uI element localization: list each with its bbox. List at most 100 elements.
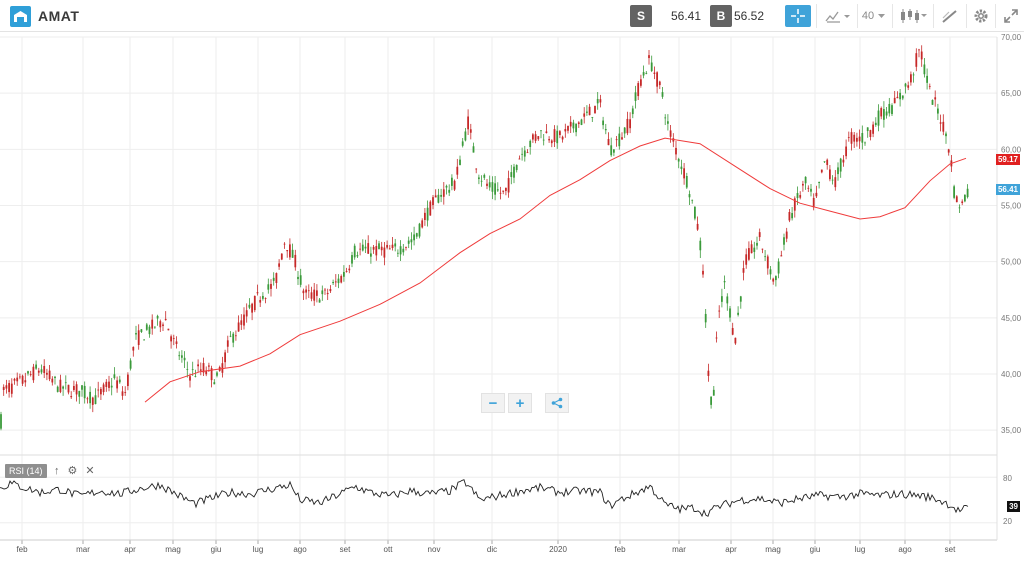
candle-body xyxy=(548,139,550,141)
candle-body xyxy=(305,289,307,293)
candle-body xyxy=(664,117,667,119)
chevron-down-icon xyxy=(878,14,886,18)
candle-body xyxy=(8,383,10,393)
y-tick-label: 55,00 xyxy=(1001,201,1022,210)
candle-body xyxy=(896,96,899,99)
chart-type-button[interactable] xyxy=(897,5,929,27)
candle-body xyxy=(37,370,40,373)
share-icon xyxy=(551,397,563,409)
candle-body xyxy=(537,136,540,140)
candle-body xyxy=(847,137,850,138)
zoom-out-button[interactable]: − xyxy=(481,393,505,413)
candle-body xyxy=(599,99,602,103)
share-button[interactable] xyxy=(545,393,569,413)
candle-body xyxy=(864,142,866,144)
candle-body xyxy=(702,270,704,275)
candle-body xyxy=(629,119,631,129)
candle-body xyxy=(413,234,415,241)
zoom-in-button[interactable]: + xyxy=(508,393,532,413)
candle-body xyxy=(321,290,324,295)
candle-body xyxy=(51,378,54,383)
candle-body xyxy=(226,340,229,347)
candle-body xyxy=(351,255,353,264)
candle-body xyxy=(372,246,375,250)
price-chart[interactable]: 70,00 65,00 60,00 55,00 50,00 45,00 40,00 35,00… xyxy=(0,32,1024,561)
arrow-up-icon[interactable]: ↑ xyxy=(54,465,60,477)
candle-body xyxy=(59,379,62,392)
candle-body xyxy=(788,212,791,221)
candle-body xyxy=(583,113,586,117)
x-tick-label: mag xyxy=(165,545,181,554)
expand-button[interactable] xyxy=(1000,5,1022,27)
candle-body xyxy=(67,384,70,393)
candle-body xyxy=(13,378,16,381)
candle-body xyxy=(100,388,102,395)
candlestick-icon xyxy=(901,9,927,23)
y-tick-label: 65,00 xyxy=(1001,89,1022,98)
candle-body xyxy=(726,296,729,304)
crosshair-button[interactable] xyxy=(785,5,811,27)
candle-body xyxy=(162,324,164,326)
candle-body xyxy=(407,240,410,244)
y-tick-label: 60,00 xyxy=(1001,145,1022,154)
candle-body xyxy=(118,379,121,383)
candle-body xyxy=(783,237,785,245)
candle-body xyxy=(35,364,37,369)
candle-body xyxy=(73,386,75,390)
x-tick-label: giu xyxy=(810,545,821,554)
rsi-indicator-label[interactable]: RSI (14) xyxy=(5,464,47,478)
candle-body xyxy=(615,139,618,141)
buy-button[interactable]: B xyxy=(710,5,732,27)
candle-body xyxy=(883,109,885,120)
candle-body xyxy=(486,183,488,186)
settings-button[interactable] xyxy=(970,5,992,27)
candle-body xyxy=(302,290,305,294)
line-style-button[interactable] xyxy=(822,5,854,27)
candle-body xyxy=(785,231,788,239)
candle-body xyxy=(764,256,766,258)
candle-body xyxy=(791,213,793,219)
candle-body xyxy=(594,105,596,114)
candle-body xyxy=(243,314,245,326)
candle-body xyxy=(124,392,127,394)
draw-button[interactable] xyxy=(938,5,962,27)
candle-body xyxy=(461,141,464,146)
candle-body xyxy=(766,256,769,269)
candle-body xyxy=(532,134,534,140)
candle-body xyxy=(391,244,394,249)
candle-body xyxy=(513,166,515,178)
logo-icon[interactable] xyxy=(10,6,31,27)
candle-body xyxy=(440,194,442,197)
candle-body xyxy=(145,324,148,330)
candle-body xyxy=(699,240,702,251)
candle-body xyxy=(70,396,73,398)
candle-body xyxy=(675,147,677,155)
candle-body xyxy=(156,315,159,319)
sell-button[interactable]: S xyxy=(630,5,652,27)
candle-body xyxy=(850,132,853,144)
candle-body xyxy=(942,121,945,132)
candle-body xyxy=(216,372,218,376)
candle-body xyxy=(418,223,421,237)
candle-body xyxy=(937,108,939,114)
candle-body xyxy=(353,245,356,258)
y-tick-label: 35,00 xyxy=(1001,426,1022,435)
close-icon[interactable]: ✕ xyxy=(85,465,95,477)
candle-body xyxy=(75,384,78,395)
candle-body xyxy=(491,182,494,192)
candle-body xyxy=(559,131,561,136)
interval-select[interactable]: 40 xyxy=(860,5,888,27)
candle-body xyxy=(874,122,877,126)
gear-icon[interactable]: ⚙ xyxy=(67,465,78,477)
candle-body xyxy=(869,130,872,137)
candle-body xyxy=(375,246,378,256)
candle-body xyxy=(197,364,199,367)
candle-body xyxy=(877,110,880,126)
candle-body xyxy=(901,95,904,99)
candle-body xyxy=(718,310,721,312)
candle-body xyxy=(388,248,391,250)
candle-body xyxy=(610,145,613,156)
candle-body xyxy=(680,166,683,169)
candle-body xyxy=(796,193,799,199)
candle-body xyxy=(518,158,521,160)
